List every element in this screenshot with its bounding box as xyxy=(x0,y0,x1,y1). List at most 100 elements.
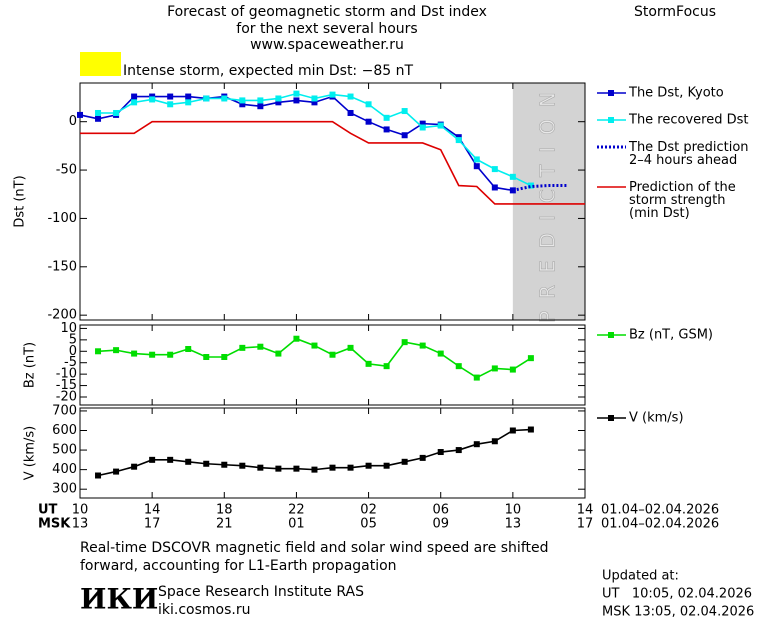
y-tick-label: 400 xyxy=(52,462,77,477)
y-tick-label: 300 xyxy=(52,482,77,497)
plot-frame xyxy=(79,82,586,321)
legend-label: Bz (nT, GSM) xyxy=(629,328,713,343)
institute: Space Research Institute RAS xyxy=(158,584,364,600)
x-tick-label: 18 xyxy=(216,503,233,518)
legend-label: The recovered Dst xyxy=(628,113,748,128)
data-point xyxy=(311,342,318,349)
data-point xyxy=(293,97,300,104)
data-point xyxy=(221,354,228,360)
data-point xyxy=(329,351,336,358)
data-point xyxy=(401,132,408,139)
x-tick-label-msk: 05 xyxy=(360,517,377,532)
data-point xyxy=(293,465,300,472)
legend-marker xyxy=(608,415,614,421)
data-point xyxy=(311,466,318,473)
data-point xyxy=(185,99,192,106)
updated-msk: MSK 13:05, 02.04.2026 xyxy=(602,605,754,620)
y-tick-label: -10 xyxy=(56,367,77,382)
data-point xyxy=(329,464,336,471)
y-tick-label: 700 xyxy=(52,403,77,418)
x-tick-label: 02 xyxy=(360,503,377,518)
x-tick-label-msk: 17 xyxy=(144,517,161,532)
y-tick-label: 0 xyxy=(69,344,77,359)
storm-color-box xyxy=(80,52,121,76)
data-point xyxy=(347,93,354,100)
legend-label: The Dst, Kyoto xyxy=(628,86,724,101)
prediction-zone xyxy=(512,83,585,320)
data-point xyxy=(473,441,480,448)
data-point xyxy=(347,344,354,351)
data-point xyxy=(257,103,264,110)
y-tick-label: -100 xyxy=(47,211,77,226)
title: Forecast of geomagnetic storm and Dst in… xyxy=(167,4,487,20)
y-tick-label: 0 xyxy=(69,114,77,129)
data-point xyxy=(257,343,264,350)
data-point xyxy=(401,458,408,465)
legend-label: V (km/s) xyxy=(629,411,684,426)
data-point xyxy=(437,449,444,456)
legend-marker xyxy=(608,332,614,338)
x-tick-label-msk: 17 xyxy=(577,517,594,532)
data-point xyxy=(131,463,138,470)
data-point xyxy=(149,456,156,463)
x-tick-label-msk: 21 xyxy=(216,517,233,532)
data-point xyxy=(365,360,372,367)
data-point xyxy=(131,99,138,106)
data-point xyxy=(437,350,444,357)
y-tick-label: 5 xyxy=(69,332,77,347)
data-point xyxy=(167,93,174,100)
data-point xyxy=(473,374,480,381)
subtitle: for the next several hours xyxy=(236,21,417,37)
storm-level: Intense storm, expected min Dst: −85 nT xyxy=(123,63,413,79)
date-range: 01.04–02.04.2026 xyxy=(601,517,719,532)
msk-label: MSK xyxy=(38,517,71,532)
note: Real-time DSCOVR magnetic field and sola… xyxy=(80,540,549,556)
data-point xyxy=(239,344,246,351)
series-line xyxy=(512,184,567,192)
data-point xyxy=(455,137,462,144)
legend-label: The Dst prediction 2–4 hours ahead xyxy=(628,140,749,168)
data-point xyxy=(491,438,498,445)
data-point xyxy=(275,465,282,472)
y-axis-label: V (km/s) xyxy=(23,426,38,481)
x-tick-label: 06 xyxy=(432,503,449,518)
data-point xyxy=(491,184,498,191)
data-point xyxy=(95,109,102,116)
plot-frame xyxy=(79,324,586,406)
data-point xyxy=(473,156,480,163)
data-point xyxy=(185,93,192,100)
data-point xyxy=(221,95,228,102)
data-point xyxy=(203,460,210,467)
x-tick-label-msk: 01 xyxy=(288,517,305,532)
data-point xyxy=(383,126,390,133)
data-point xyxy=(401,108,408,115)
data-point xyxy=(365,462,372,469)
data-point xyxy=(383,462,390,469)
data-point xyxy=(149,96,156,103)
y-tick-label: -20 xyxy=(56,390,77,405)
data-point xyxy=(239,101,246,108)
data-point xyxy=(383,114,390,121)
data-point xyxy=(239,97,246,104)
data-point xyxy=(509,366,516,373)
y-tick-label: -200 xyxy=(47,308,77,323)
website[interactable]: iki.cosmos.ru xyxy=(158,602,250,618)
series-line xyxy=(80,120,585,205)
data-point xyxy=(221,461,228,468)
x-tick-label: 14 xyxy=(577,503,594,518)
data-point xyxy=(383,363,390,370)
updated-label: Updated at: xyxy=(602,569,679,584)
data-point xyxy=(275,350,282,357)
data-point xyxy=(203,354,210,360)
data-point xyxy=(491,365,498,372)
data-point xyxy=(509,173,516,180)
data-point xyxy=(275,99,282,106)
data-point xyxy=(401,339,408,346)
brand: StormFocus xyxy=(634,4,716,20)
data-point xyxy=(95,348,102,355)
data-point xyxy=(257,464,264,471)
legend-marker xyxy=(608,117,614,123)
y-tick-label: 500 xyxy=(52,443,77,458)
data-point xyxy=(347,464,354,471)
data-point xyxy=(275,95,282,102)
